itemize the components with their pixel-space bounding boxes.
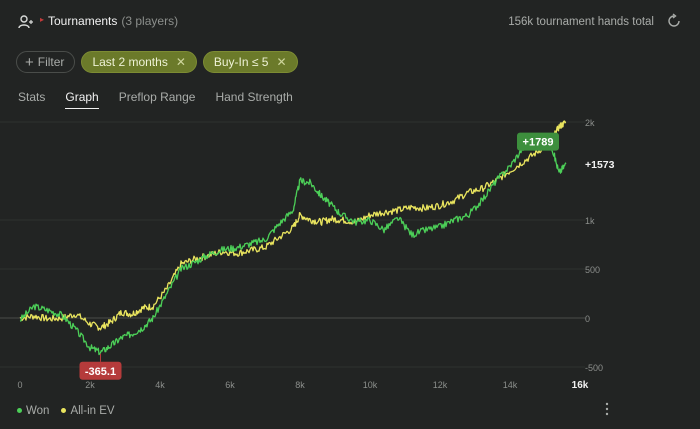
filter-chip-buyin[interactable]: Buy-In ≤ 5 ✕: [202, 51, 298, 73]
remove-filter-icon[interactable]: ✕: [276, 55, 287, 69]
tab-graph[interactable]: Graph: [65, 90, 99, 109]
add-filter-label: Filter: [37, 55, 65, 69]
x-tick-label: 10k: [363, 380, 378, 390]
won-dot-icon: [17, 408, 22, 414]
min-badge-label: -365.1: [85, 366, 116, 378]
max-badge-label: +1789: [523, 137, 554, 149]
y-tick-label: -500: [585, 363, 603, 373]
x-tick-label: 8k: [295, 380, 305, 390]
remove-filter-icon[interactable]: ✕: [175, 55, 186, 69]
tab-preflop-range[interactable]: Preflop Range: [118, 90, 196, 104]
tab-hand-strength[interactable]: Hand Strength: [215, 90, 293, 104]
tab-bar: Stats Graph Preflop Range Hand Strength: [18, 90, 313, 109]
max-badge: [517, 132, 559, 151]
chart-legend: Won All-in EV: [17, 405, 115, 417]
y-tick-label: 500: [585, 265, 600, 275]
legend-item-won[interactable]: Won: [17, 405, 49, 417]
header: ▸ Tournaments (3 players) 156k tournament…: [0, 0, 700, 44]
x-tick-label: 4k: [155, 380, 165, 390]
x-tick-label: 2k: [85, 380, 95, 390]
legend-item-allin-ev[interactable]: All-in EV: [61, 405, 115, 417]
players-count: (3 players): [121, 14, 179, 28]
page-title[interactable]: Tournaments (3 players): [48, 14, 179, 28]
min-badge: [79, 361, 122, 380]
results-graph[interactable]: 2k 1k 500 0 -500 0 2k 4k 6k 8k 10k 12k 14k 16k -365.1 +…: [0, 112, 700, 397]
x-tick-label: 0: [17, 380, 22, 390]
plus-icon: +: [25, 53, 34, 71]
y-tick-label: 1k: [585, 216, 595, 226]
more-options-icon[interactable]: [604, 402, 610, 416]
y-tick-label: 0: [585, 314, 590, 324]
filter-chip-label: Last 2 months: [92, 55, 168, 69]
x-tick-label: 12k: [433, 380, 448, 390]
hands-total: 156k tournament hands total: [508, 16, 654, 28]
filter-bar: + Filter Last 2 months ✕ Buy-In ≤ 5 ✕: [16, 51, 298, 75]
series-line-all-in-ev: [19, 120, 567, 331]
x-tick-label: 6k: [225, 380, 235, 390]
x-tick-label: 16k: [572, 380, 589, 391]
filter-chip-label: Buy-In ≤ 5: [213, 55, 269, 69]
caret-icon[interactable]: ▸: [40, 15, 45, 24]
players-icon[interactable]: [18, 14, 34, 30]
series-line-won: [19, 140, 567, 356]
refresh-icon[interactable]: [666, 13, 682, 29]
filter-chip-date[interactable]: Last 2 months ✕: [81, 51, 197, 73]
x-tick-label: 14k: [503, 380, 518, 390]
allin-ev-dot-icon: [61, 408, 67, 414]
end-value-label: +1573: [585, 159, 615, 171]
add-filter-button[interactable]: + Filter: [16, 51, 76, 73]
y-tick-label: 2k: [585, 118, 595, 128]
tab-stats[interactable]: Stats: [18, 90, 46, 104]
